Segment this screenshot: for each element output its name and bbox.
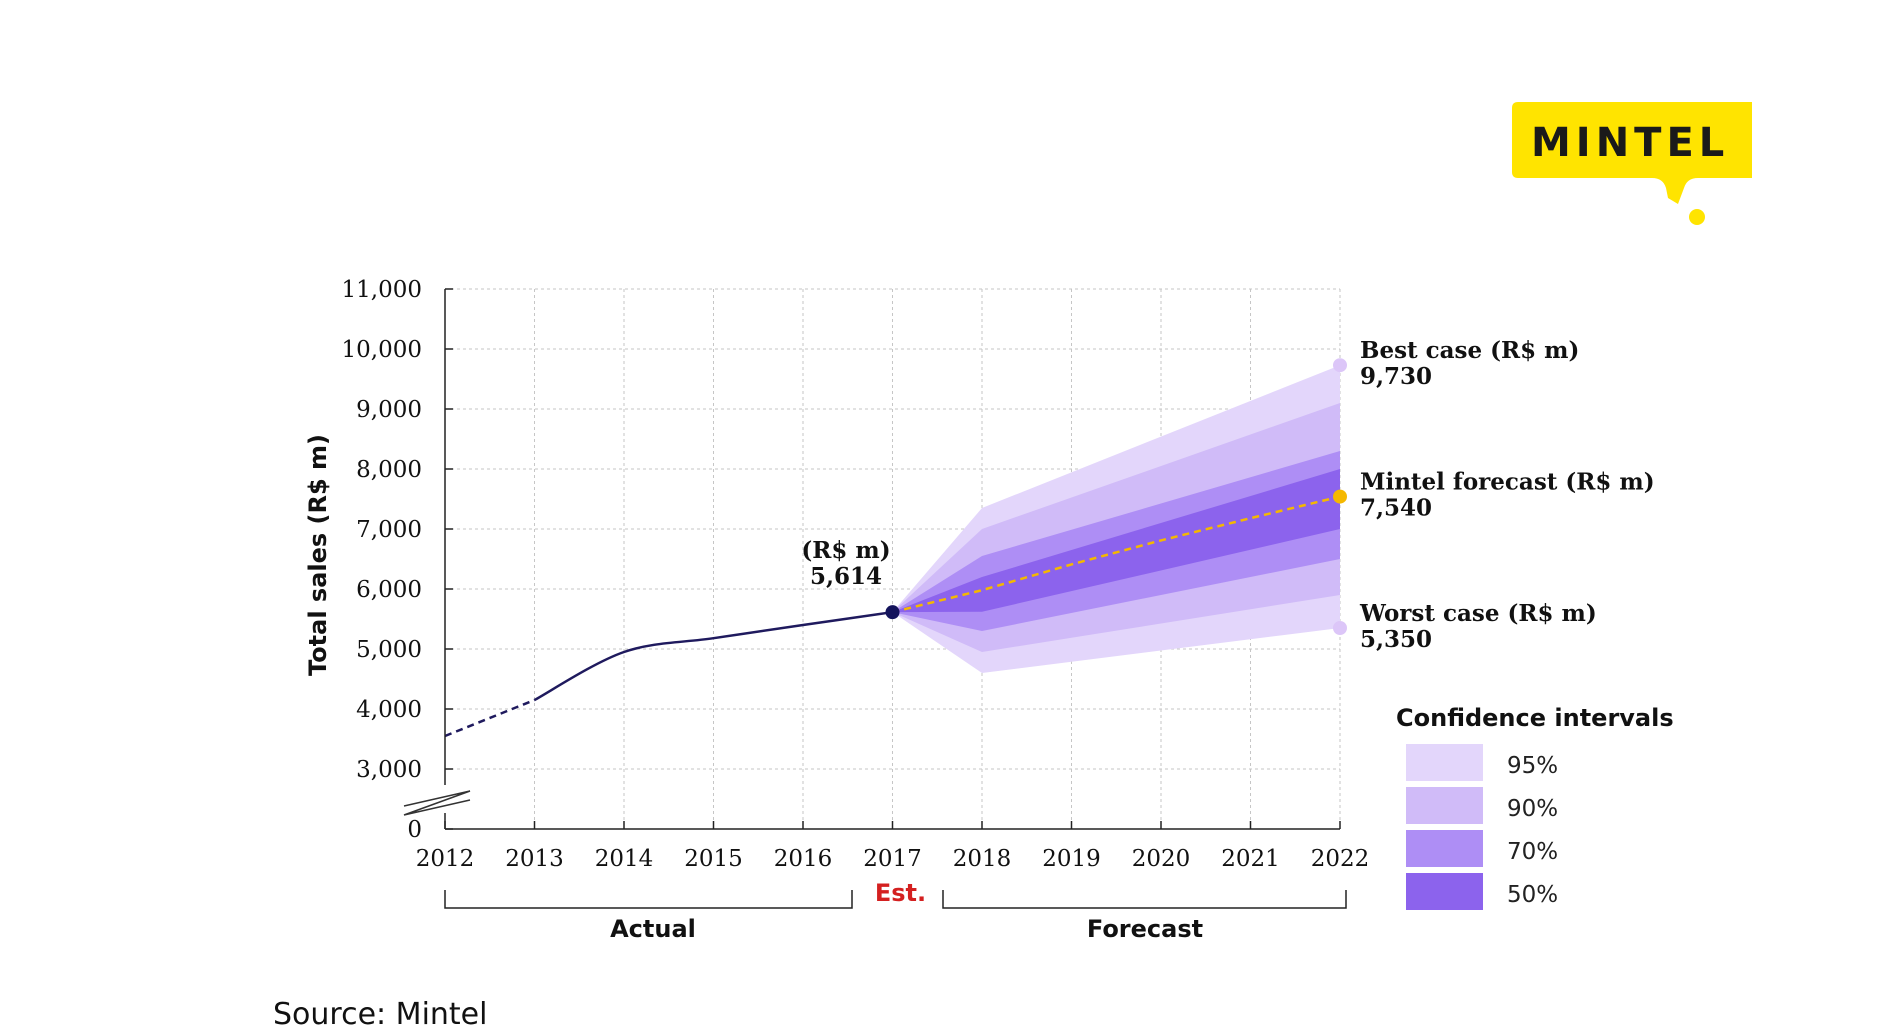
forecast-line: [892, 495, 1341, 614]
logo-drop: [1689, 209, 1705, 225]
legend-swatch: [1406, 830, 1483, 867]
current-value-point: [885, 605, 900, 620]
best-case-point: [1333, 358, 1347, 373]
y-tick-label: 10,000: [342, 337, 422, 363]
actual-line-dashed: [444, 698, 535, 738]
actual-line: [533, 610, 893, 702]
series-lines: [444, 495, 1341, 738]
current-value-unit: (R$ m): [801, 537, 890, 564]
x-tick-label: 2013: [505, 846, 564, 872]
source-note: Source: Mintel: [273, 997, 487, 1032]
y-tick-label: 0: [407, 817, 422, 843]
legend: Confidence intervals 95% 90% 70% 50%: [1396, 704, 1674, 910]
y-tick-label: 7,000: [356, 517, 422, 543]
legend-swatch: [1406, 744, 1483, 781]
x-tick-label: 2018: [953, 846, 1012, 872]
y-tick-label: 6,000: [356, 577, 422, 603]
annotation-labels: (R$ m)5,614 Best case (R$ m)9,730 Mintel f…: [801, 337, 1654, 653]
legend-label: 95%: [1507, 753, 1558, 779]
forecast-bracket: [942, 890, 1347, 909]
y-tick-label: 5,000: [356, 637, 422, 663]
axis-break: [403, 790, 471, 816]
worst-case-value: 5,350: [1360, 626, 1432, 653]
x-tick-label: 2015: [684, 846, 743, 872]
legend-label: 50%: [1507, 882, 1558, 908]
x-tick-label: 2021: [1221, 846, 1280, 872]
legend-title: Confidence intervals: [1396, 704, 1674, 732]
x-tick-label: 2017: [863, 846, 922, 872]
y-tick-label: 9,000: [356, 397, 422, 423]
best-case-value: 9,730: [1360, 363, 1432, 390]
logo-background: [1512, 102, 1752, 204]
y-axis-label: Total sales (R$ m): [304, 434, 332, 676]
worst-case-label: Worst case (R$ m): [1359, 600, 1597, 627]
y-tick-label: 4,000: [356, 697, 422, 723]
confidence-band: [892, 469, 1340, 613]
mintel-forecast-point: [1333, 489, 1347, 504]
x-tick-label: 2022: [1311, 846, 1370, 872]
x-tick-label: 2016: [774, 846, 833, 872]
annotation-points: [885, 358, 1347, 635]
legend-swatch: [1406, 873, 1483, 910]
actual-bracket: [444, 890, 853, 909]
x-tick-label: 2014: [595, 846, 654, 872]
logo-text: MINTEL: [1531, 120, 1729, 166]
confidence-bands: [892, 365, 1340, 673]
y-tick-label: 8,000: [356, 457, 422, 483]
x-tick-label: 2019: [1042, 846, 1101, 872]
y-tick-label: 11,000: [342, 277, 422, 303]
actual-label: Actual: [610, 915, 696, 943]
legend-swatch: [1406, 787, 1483, 824]
mintel-forecast-label: Mintel forecast (R$ m): [1360, 469, 1655, 496]
x-tick-label: 2020: [1132, 846, 1191, 872]
current-value-number: 5,614: [810, 563, 882, 590]
worst-case-point: [1333, 621, 1347, 635]
forecast-label: Forecast: [1087, 915, 1203, 943]
legend-label: 90%: [1507, 796, 1558, 822]
mintel-forecast-value: 7,540: [1360, 495, 1432, 522]
x-tick-label: 2012: [416, 846, 475, 872]
best-case-label: Best case (R$ m): [1360, 337, 1579, 364]
legend-label: 70%: [1507, 839, 1558, 865]
mintel-logo: MINTEL: [1512, 102, 1752, 225]
y-tick-label: 3,000: [356, 757, 422, 783]
estimate-label: Est.: [875, 879, 926, 907]
axes: 0 3,000 4,000 5,000 6,000 7,000 8,000 9,000 10,0…: [304, 277, 1369, 943]
